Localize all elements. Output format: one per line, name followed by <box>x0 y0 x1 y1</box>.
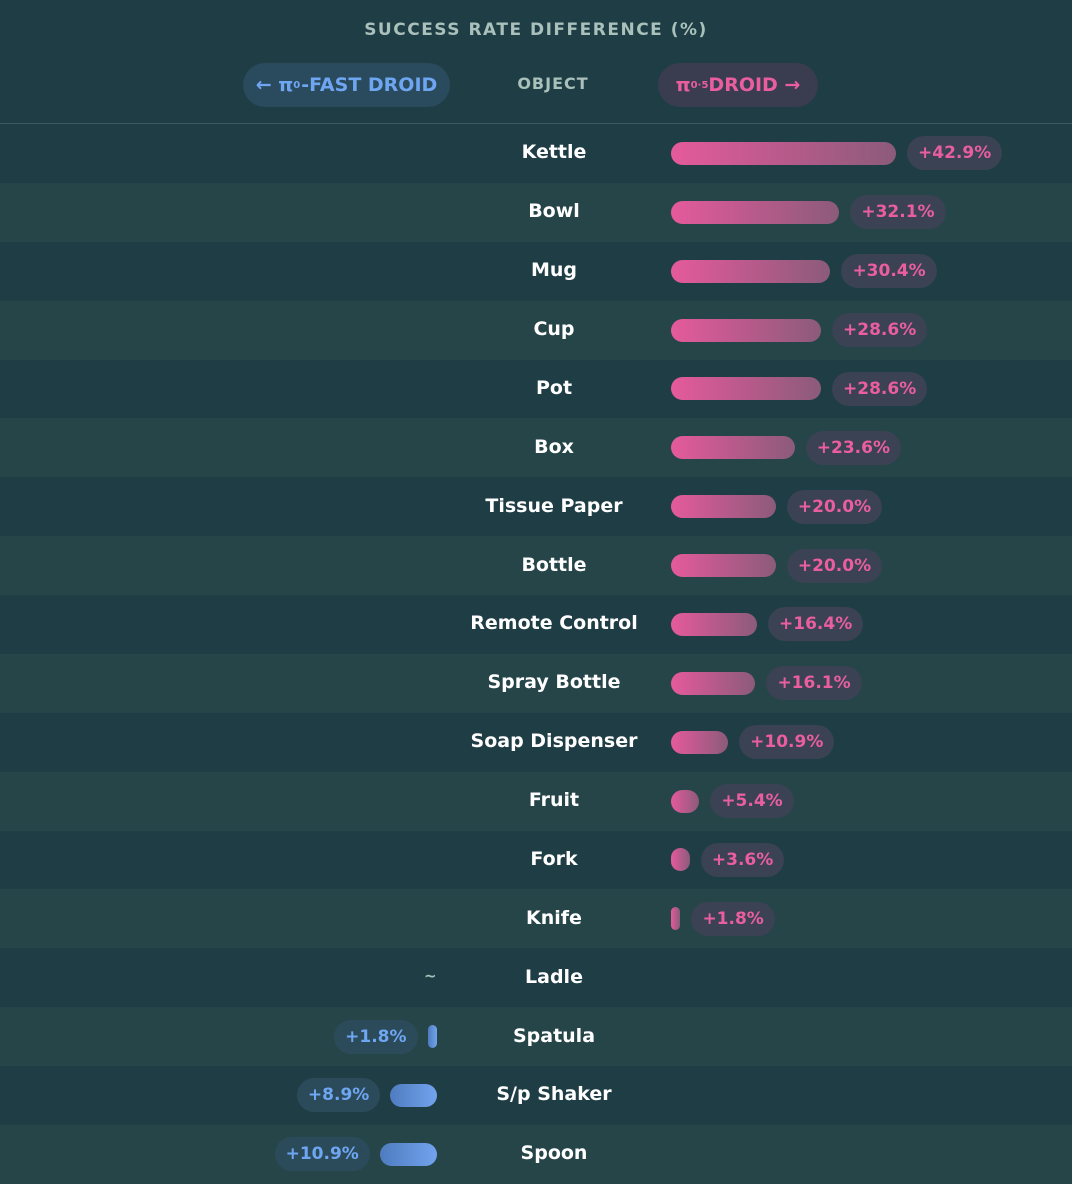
bar-pi05-droid <box>671 612 757 636</box>
object-label: Box <box>534 435 574 458</box>
chart-rows: Kettle +42.9% Bowl +32.1% Mug +30.4% Cup +28.6%… <box>0 124 1072 1184</box>
chart-row: Spoon +10.9% <box>0 1124 1072 1184</box>
bar-pi05-droid <box>671 436 795 460</box>
value-label-pi05-droid: +32.1% <box>850 195 946 230</box>
value-label-pi05-droid: +30.4% <box>841 254 937 289</box>
bar-pi05-droid <box>671 259 831 283</box>
bar-pi05-droid <box>671 789 700 813</box>
object-column-label: OBJECT <box>517 74 589 93</box>
chart-row: Tissue Paper +20.0% <box>0 477 1072 536</box>
chart-row: Spray Bottle +16.1% <box>0 653 1072 713</box>
object-label: Remote Control <box>470 612 638 635</box>
value-label-pi05-droid: +5.4% <box>710 784 794 819</box>
value-label-pi05-droid: +42.9% <box>907 136 1003 171</box>
value-label-pi05-droid: +16.1% <box>766 666 862 701</box>
value-label-pi0-fast-droid: +8.9% <box>296 1078 381 1113</box>
chart-row: Bottle +20.0% <box>0 536 1072 595</box>
legend-left-prefix: ← π <box>255 74 294 96</box>
object-label: Pot <box>535 376 573 399</box>
bar-pi05-droid <box>671 671 756 695</box>
chart-row: Knife +1.8% <box>0 889 1072 949</box>
bar-pi05-droid <box>671 318 821 342</box>
value-label-pi05-droid: +20.0% <box>786 548 883 583</box>
bar-pi05-droid <box>671 200 840 224</box>
legend-pi0-fast-droid: ← π 0 -FAST DROID <box>243 63 450 107</box>
value-label-pi05-droid: +3.6% <box>700 842 785 877</box>
chart-row: S/p Shaker +8.9% <box>0 1066 1072 1125</box>
chart-row: Kettle +42.9% <box>0 124 1072 183</box>
chart-row: Pot +28.6% <box>0 360 1072 419</box>
chart-header: SUCCESS RATE DIFFERENCE (%) ← π 0 -FAST DR… <box>0 0 1072 124</box>
legend-right-subscript-2: 5 <box>701 79 709 91</box>
chart-row: Fork +3.6% <box>0 831 1072 890</box>
bar-pi0-fast-droid <box>427 1025 437 1049</box>
object-label: Mug <box>530 259 578 282</box>
chart-row: Box +23.6% <box>0 418 1072 478</box>
bar-pi05-droid <box>671 495 776 519</box>
object-label: Spatula <box>512 1024 596 1047</box>
value-label-pi05-droid: +1.8% <box>691 901 775 936</box>
legend-left-subscript: 0 <box>293 79 301 91</box>
object-label: Cup <box>533 318 575 341</box>
legend-right-dot: · <box>697 79 702 91</box>
chart-row: Bowl +32.1% <box>0 182 1072 242</box>
object-label: Ladle <box>525 965 583 988</box>
chart-row: Soap Dispenser +10.9% <box>0 713 1072 772</box>
value-label-pi05-droid: +28.6% <box>832 371 928 406</box>
value-label-pi05-droid: +28.6% <box>832 313 928 348</box>
object-label: Fruit <box>528 789 580 812</box>
chart-row: Ladle ~ <box>0 948 1072 1007</box>
bar-pi05-droid <box>671 730 729 754</box>
value-label-pi05-droid: +10.9% <box>739 725 835 760</box>
header-divider <box>0 123 1072 124</box>
object-label: Knife <box>526 906 582 929</box>
object-label: Fork <box>530 847 578 870</box>
value-label-pi05-droid: +23.6% <box>805 430 901 465</box>
no-difference-marker: ~ <box>424 966 437 985</box>
object-label: Bottle <box>521 553 587 576</box>
object-label: Spoon <box>520 1142 588 1165</box>
bar-pi05-droid <box>671 377 821 401</box>
value-label-pi05-droid: +16.4% <box>768 607 864 642</box>
legend-pi05-droid: π 0 · 5 DROID → <box>658 63 818 107</box>
bar-pi05-droid <box>671 554 776 578</box>
value-label-pi05-droid: +20.0% <box>786 489 883 524</box>
legend-right-suffix: DROID → <box>708 74 801 96</box>
bar-pi05-droid <box>671 141 896 165</box>
bar-pi0-fast-droid <box>390 1083 437 1107</box>
legend-right-subscript: 0 <box>690 79 698 91</box>
value-label-pi0-fast-droid: +10.9% <box>274 1137 370 1172</box>
chart-row: Remote Control +16.4% <box>0 595 1072 654</box>
object-label: Tissue Paper <box>485 494 623 517</box>
chart-row: Cup +28.6% <box>0 300 1072 360</box>
chart-row: Mug +30.4% <box>0 242 1072 301</box>
bar-pi0-fast-droid <box>379 1142 437 1166</box>
bar-pi05-droid <box>671 907 681 931</box>
value-label-pi0-fast-droid: +1.8% <box>334 1019 418 1054</box>
bar-pi05-droid <box>671 848 690 872</box>
object-label: S/p Shaker <box>496 1083 612 1106</box>
object-label: Spray Bottle <box>487 671 621 694</box>
object-label: Kettle <box>521 141 587 164</box>
object-label: Soap Dispenser <box>470 730 638 753</box>
chart-title: SUCCESS RATE DIFFERENCE (%) <box>364 20 708 40</box>
legend-left-suffix: -FAST DROID <box>301 74 438 96</box>
chart-row: Fruit +5.4% <box>0 771 1072 831</box>
legend-right-prefix: π <box>675 74 691 96</box>
chart-row: Spatula +1.8% <box>0 1007 1072 1066</box>
object-label: Bowl <box>528 200 580 223</box>
